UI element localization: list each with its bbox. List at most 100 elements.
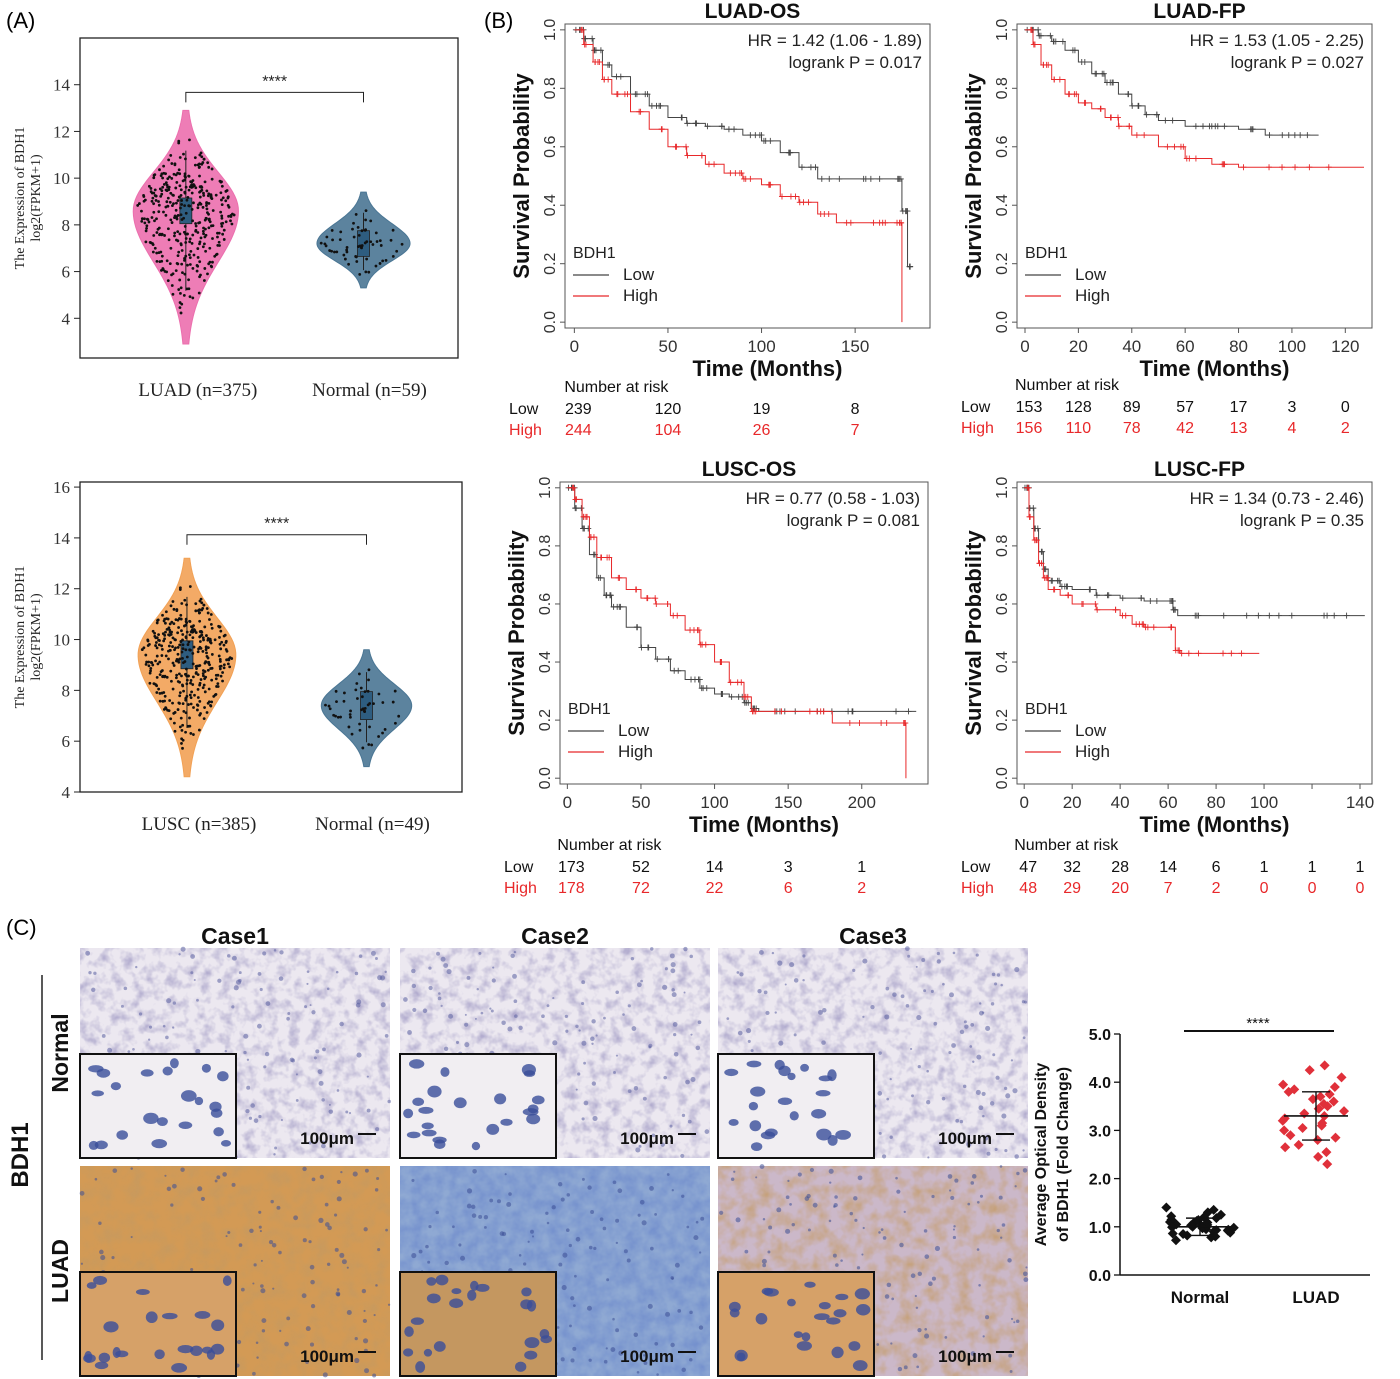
censor-mark: [672, 143, 679, 150]
data-point: [161, 632, 165, 636]
inset-nucleus: [96, 1068, 111, 1078]
censor-mark: [785, 149, 792, 156]
y-tick-label: 0.4: [994, 651, 1011, 673]
data-point: [210, 700, 214, 704]
censor-mark: [659, 126, 666, 133]
data-point: [181, 656, 184, 660]
data-point: [189, 732, 193, 735]
nucleus: [885, 986, 890, 991]
x-axis-label: Time (Months): [1140, 356, 1290, 381]
data-point: [232, 213, 236, 217]
censor-mark: [805, 199, 812, 206]
nucleus: [356, 1052, 362, 1058]
data-point: [160, 269, 163, 272]
data-point: [164, 181, 168, 185]
data-point: [381, 731, 384, 735]
nucleus: [478, 951, 482, 955]
data-point: [348, 713, 352, 716]
nucleus: [130, 1167, 133, 1170]
nucleus: [311, 1010, 316, 1015]
data-point: [198, 699, 202, 703]
censor-mark: [1240, 164, 1247, 171]
risk-value-low: 28: [1111, 859, 1129, 876]
data-point: [335, 700, 338, 704]
nucleus: [954, 1178, 959, 1183]
data-point: [196, 231, 200, 234]
nucleus: [1022, 1149, 1025, 1152]
nucleus: [639, 1199, 645, 1205]
nucleus: [334, 1247, 339, 1252]
nucleus: [466, 1203, 472, 1209]
data-point: [176, 230, 180, 234]
inset-nucleus: [91, 1090, 104, 1097]
nucleus: [936, 951, 940, 956]
censor-mark: [1056, 76, 1063, 83]
x-group-label: Normal (n=59): [312, 380, 427, 401]
nucleus: [361, 1288, 367, 1294]
data-point: [201, 674, 205, 678]
nucleus: [287, 1012, 291, 1016]
nucleus: [513, 950, 517, 954]
y-tick-label: 10: [53, 169, 70, 188]
data-point: [205, 204, 208, 207]
data-point: [169, 191, 173, 195]
data-point: [145, 224, 149, 228]
plot-title: LUAD-FP: [1153, 0, 1245, 23]
x-tick-label: 20: [1069, 337, 1088, 356]
nucleus: [861, 1253, 864, 1256]
data-point: [190, 241, 194, 245]
data-point: [144, 240, 148, 244]
nucleus: [238, 971, 242, 975]
nucleus: [759, 1164, 765, 1170]
nucleus: [994, 982, 998, 986]
data-point: [155, 251, 159, 255]
nucleus: [785, 1195, 790, 1200]
nucleus: [252, 1371, 256, 1376]
inset-nucleus: [540, 1335, 553, 1344]
y-tick-label: 0.0: [994, 767, 1011, 789]
data-point: [184, 211, 188, 215]
data-point: [157, 200, 160, 203]
nucleus: [979, 1002, 982, 1005]
nucleus: [730, 1177, 735, 1182]
data-point: [158, 232, 162, 236]
data-point: [185, 232, 189, 236]
inset-nucleus: [826, 1317, 841, 1325]
data-point: [170, 630, 173, 634]
data-point: [1336, 1072, 1347, 1083]
data-point: [218, 642, 222, 646]
nucleus: [93, 971, 97, 975]
nucleus: [931, 1276, 936, 1281]
censor-mark: [1200, 123, 1206, 130]
data-point: [184, 636, 188, 640]
data-point: [194, 222, 197, 225]
x-tick-label: 200: [848, 793, 876, 812]
nucleus: [180, 1167, 185, 1172]
risk-value-low: 1: [857, 859, 866, 876]
nucleus: [100, 1255, 106, 1261]
censor-mark: [1056, 577, 1063, 584]
y-tick-label: 12: [53, 122, 70, 141]
data-point: [367, 668, 371, 672]
censor-mark: [867, 175, 874, 182]
censor-mark: [1119, 612, 1126, 619]
risk-heading: Number at risk: [1014, 837, 1119, 854]
data-point: [214, 193, 218, 197]
data-point: [1285, 1130, 1296, 1141]
data-point: [207, 700, 211, 704]
nucleus: [483, 1225, 487, 1229]
data-point: [176, 199, 180, 202]
inset-nucleus: [520, 1299, 533, 1310]
scale-bar-label: 100μm: [300, 1129, 354, 1148]
logrank-p: logrank P = 0.081: [787, 511, 920, 530]
data-point: [196, 206, 200, 210]
legend-label: High: [1075, 286, 1110, 305]
nucleus: [564, 1014, 568, 1018]
data-point: [177, 672, 181, 676]
data-point: [364, 218, 367, 222]
inset-nucleus: [421, 1129, 437, 1137]
data-point: [160, 654, 164, 657]
nucleus: [737, 1030, 743, 1036]
nucleus: [892, 992, 897, 997]
nucleus: [514, 1014, 518, 1018]
